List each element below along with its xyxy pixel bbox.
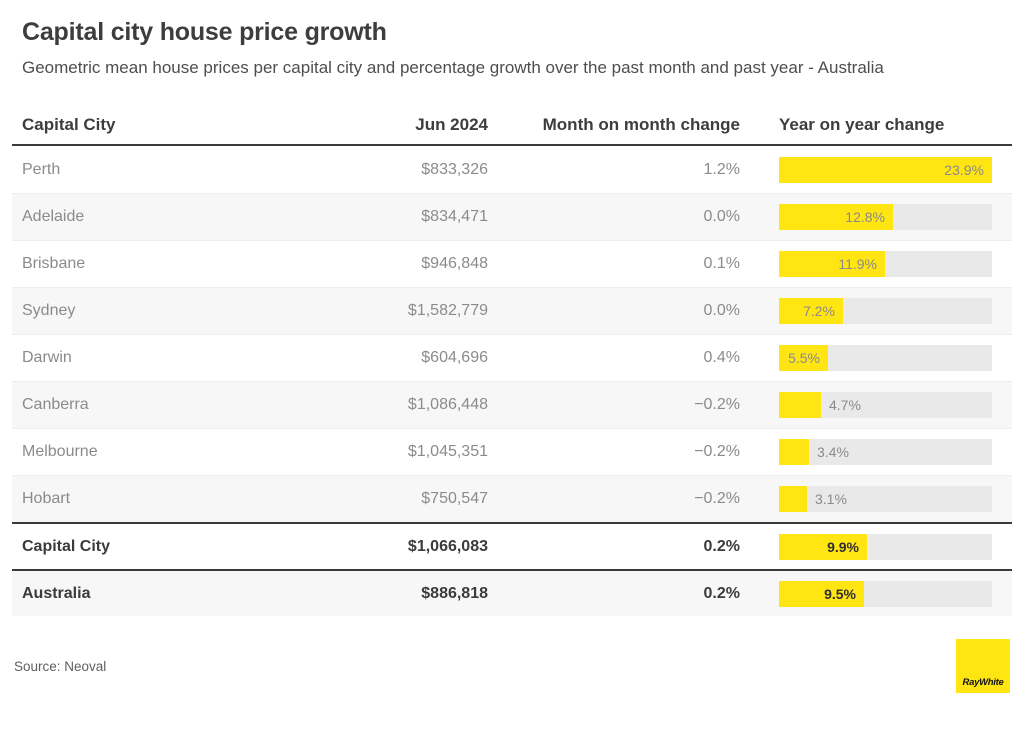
yoy-bar-track: 9.9% — [779, 533, 992, 560]
page-title: Capital city house price growth — [22, 18, 387, 46]
yoy-bar-fill — [779, 533, 867, 560]
mom-cell: 1.2% — [703, 160, 740, 178]
column-header-mom: Month on month change — [542, 114, 740, 134]
yoy-bar-track: 12.8% — [779, 204, 992, 230]
price-cell: $946,848 — [421, 255, 488, 272]
price-cell: $750,547 — [421, 490, 488, 507]
yoy-bar-fill — [779, 298, 843, 324]
city-cell: Capital City — [22, 537, 111, 555]
yoy-bar-track: 5.5% — [779, 345, 992, 371]
yoy-bar-track: 3.1% — [779, 486, 992, 512]
city-cell: Australia — [22, 584, 91, 602]
raywhite-logo-text: RayWhite — [962, 677, 1004, 688]
yoy-bar-label: 11.9% — [838, 256, 877, 272]
yoy-bar-fill — [779, 204, 893, 230]
mom-cell: 0.0% — [703, 208, 740, 225]
table-row: Melbourne $1,045,351 −0.2% 3.4% — [12, 428, 1012, 475]
city-cell: Sydney — [22, 302, 76, 319]
mom-cell: −0.2% — [694, 396, 740, 413]
table-row: Perth $833,326 1.2% 23.9% — [12, 146, 1012, 193]
table-header-row: Capital City Jun 2024 Month on month cha… — [12, 105, 1012, 146]
yoy-bar-label: 12.8% — [845, 209, 885, 225]
yoy-bar-fill — [779, 345, 828, 371]
yoy-bar-label: 7.2% — [803, 303, 835, 319]
table-row: Darwin $604,696 0.4% 5.5% — [12, 334, 1012, 381]
yoy-bar-label: 23.9% — [944, 161, 984, 178]
raywhite-logo: RayWhite — [956, 639, 1010, 693]
city-cell: Brisbane — [22, 255, 86, 272]
city-cell: Darwin — [22, 349, 72, 366]
price-cell: $1,582,779 — [407, 302, 488, 319]
yoy-bar-fill — [779, 486, 807, 512]
yoy-bar-fill — [779, 580, 864, 607]
city-cell: Adelaide — [22, 208, 85, 225]
house-price-table: Capital City Jun 2024 Month on month cha… — [12, 105, 1012, 616]
table-row: Capital City $1,066,083 0.2% 9.9% — [12, 522, 1012, 569]
yoy-bar-track: 9.5% — [779, 580, 992, 607]
mom-cell: −0.2% — [694, 490, 740, 507]
price-cell: $1,045,351 — [407, 443, 488, 460]
mom-cell: 0.0% — [703, 302, 740, 319]
city-cell: Perth — [22, 160, 61, 178]
mom-cell: 0.1% — [703, 255, 740, 272]
yoy-bar-fill — [779, 392, 821, 418]
table-row: Sydney $1,582,779 0.0% 7.2% — [12, 287, 1012, 334]
column-header-price: Jun 2024 — [415, 114, 488, 134]
column-header-yoy: Year on year change — [779, 114, 945, 134]
yoy-bar-track: 23.9% — [779, 156, 992, 183]
yoy-bar-fill — [779, 251, 885, 277]
yoy-bar-fill — [779, 439, 809, 465]
yoy-bar-label: 9.5% — [824, 585, 856, 602]
yoy-bar-track: 7.2% — [779, 298, 992, 324]
mom-cell: 0.2% — [703, 537, 740, 555]
footer: Source: Neoval RayWhite — [12, 637, 1012, 695]
infographic-page: Capital city house price growth Geometri… — [0, 18, 1024, 695]
table-row: Adelaide $834,471 0.0% 12.8% — [12, 193, 1012, 240]
yoy-bar-track: 4.7% — [779, 392, 992, 418]
mom-cell: −0.2% — [694, 443, 740, 460]
table-body: Perth $833,326 1.2% 23.9% Adelaide $834,… — [12, 146, 1012, 616]
price-cell: $604,696 — [421, 349, 488, 366]
yoy-bar-label: 9.9% — [827, 538, 859, 555]
price-cell: $1,066,083 — [407, 537, 488, 555]
table-row: Brisbane $946,848 0.1% 11.9% — [12, 240, 1012, 287]
yoy-bar-fill — [779, 156, 992, 183]
city-cell: Canberra — [22, 396, 89, 413]
table-row: Canberra $1,086,448 −0.2% 4.7% — [12, 381, 1012, 428]
table-row: Hobart $750,547 −0.2% 3.1% — [12, 475, 1012, 522]
price-cell: $833,326 — [421, 160, 488, 178]
city-cell: Hobart — [22, 490, 71, 507]
column-header-city: Capital City — [22, 114, 116, 134]
yoy-bar-label: 5.5% — [788, 350, 820, 366]
yoy-bar-track: 3.4% — [779, 439, 992, 465]
source-note: Source: Neoval — [14, 658, 107, 674]
price-cell: $834,471 — [421, 208, 488, 225]
city-cell: Melbourne — [22, 443, 98, 460]
yoy-bar-label: 3.1% — [815, 491, 847, 507]
price-cell: $1,086,448 — [407, 396, 488, 413]
mom-cell: 0.4% — [703, 349, 740, 366]
price-cell: $886,818 — [421, 584, 488, 602]
table-row: Australia $886,818 0.2% 9.5% — [12, 569, 1012, 616]
mom-cell: 0.2% — [703, 584, 740, 602]
yoy-bar-label: 3.4% — [817, 444, 849, 460]
yoy-bar-track: 11.9% — [779, 251, 992, 277]
page-subtitle: Geometric mean house prices per capital … — [22, 58, 884, 77]
yoy-bar-label: 4.7% — [829, 397, 861, 413]
